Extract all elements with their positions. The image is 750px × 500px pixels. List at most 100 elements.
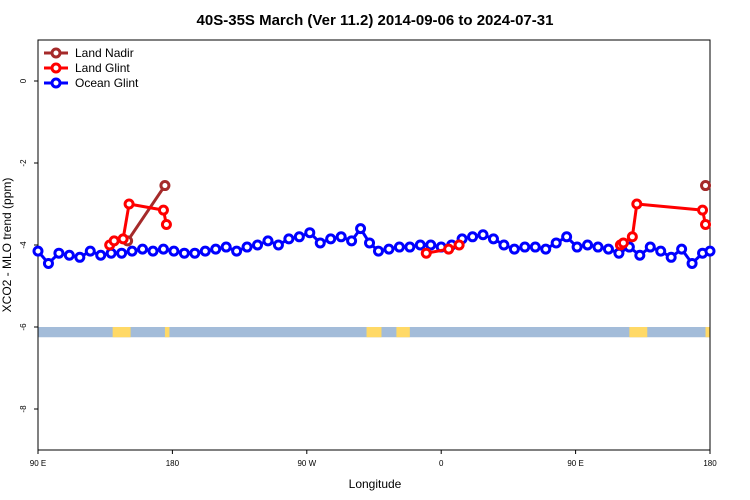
data-point bbox=[634, 249, 646, 261]
data-point bbox=[199, 245, 211, 257]
data-point bbox=[602, 243, 614, 255]
x-tick-label: 0 bbox=[439, 459, 444, 468]
data-point bbox=[241, 241, 253, 253]
data-point bbox=[304, 227, 316, 239]
data-point bbox=[467, 231, 479, 243]
data-point bbox=[116, 247, 128, 259]
y-tick-label: -4 bbox=[19, 241, 28, 249]
data-point bbox=[210, 243, 222, 255]
data-point bbox=[147, 245, 159, 257]
legend-marker bbox=[50, 47, 62, 59]
data-point bbox=[231, 245, 243, 257]
data-point bbox=[561, 231, 573, 243]
data-point bbox=[529, 241, 541, 253]
data-point bbox=[32, 245, 44, 257]
land-patch bbox=[112, 327, 131, 338]
x-tick-label: 90 E bbox=[567, 459, 583, 468]
data-point bbox=[314, 237, 326, 249]
data-point bbox=[84, 245, 96, 257]
land-patch bbox=[366, 327, 382, 338]
data-point bbox=[123, 198, 135, 210]
data-point bbox=[178, 247, 190, 259]
data-point bbox=[272, 239, 284, 251]
data-point bbox=[443, 243, 455, 255]
data-point bbox=[355, 223, 367, 235]
x-tick-label: 90 E bbox=[30, 459, 46, 468]
x-tick-label: 180 bbox=[703, 459, 717, 468]
data-point bbox=[582, 239, 594, 251]
data-point bbox=[220, 241, 232, 253]
data-point bbox=[325, 233, 337, 245]
data-point bbox=[126, 245, 138, 257]
data-point bbox=[617, 237, 629, 249]
series-line-segment bbox=[630, 203, 639, 238]
data-point bbox=[655, 245, 667, 257]
legend-marker bbox=[50, 62, 62, 74]
data-point bbox=[383, 243, 395, 255]
legend-marker bbox=[50, 77, 62, 89]
y-axis-label: XCO2 - MLO trend (ppm) bbox=[0, 178, 14, 313]
data-point bbox=[105, 247, 117, 259]
data-point bbox=[108, 235, 120, 247]
data-point bbox=[508, 243, 520, 255]
data-point bbox=[704, 245, 716, 257]
data-point bbox=[414, 239, 426, 251]
data-point bbox=[453, 239, 465, 251]
land-patch bbox=[396, 327, 410, 338]
land-band bbox=[38, 327, 710, 338]
data-point bbox=[117, 233, 129, 245]
data-point bbox=[95, 249, 107, 261]
data-point bbox=[498, 239, 510, 251]
data-point bbox=[137, 243, 149, 255]
series-line-segment bbox=[128, 202, 164, 212]
data-point bbox=[393, 241, 405, 253]
data-point bbox=[676, 243, 688, 255]
y-tick-label: 0 bbox=[19, 78, 28, 83]
data-point bbox=[700, 219, 712, 230]
data-point bbox=[74, 251, 86, 263]
data-point bbox=[252, 239, 264, 251]
data-point bbox=[487, 233, 499, 245]
series-ocean-glint bbox=[32, 223, 716, 269]
data-point bbox=[160, 219, 172, 230]
data-point bbox=[159, 180, 171, 192]
data-point bbox=[420, 247, 432, 259]
data-point bbox=[644, 241, 656, 253]
x-axis-label: Longitude bbox=[349, 477, 402, 491]
y-tick-label: -2 bbox=[19, 159, 28, 167]
legend-label: Land Glint bbox=[75, 61, 130, 75]
series-line-segment bbox=[126, 184, 167, 242]
data-point bbox=[168, 245, 180, 257]
x-axis: 90 E 180 90 W 0 90 E 180 bbox=[30, 450, 717, 468]
y-tick-label: -8 bbox=[19, 405, 28, 413]
legend-label: Land Nadir bbox=[75, 46, 134, 60]
land-patch bbox=[705, 327, 710, 338]
series-land-nadir bbox=[122, 180, 712, 247]
x-tick-label: 90 W bbox=[297, 459, 316, 468]
data-point bbox=[571, 241, 583, 253]
data-point bbox=[592, 241, 604, 253]
series-line-segment bbox=[636, 202, 703, 212]
series-layer bbox=[32, 180, 716, 269]
data-point bbox=[613, 247, 625, 259]
data-point bbox=[686, 257, 698, 269]
data-point bbox=[262, 235, 274, 247]
data-point bbox=[63, 249, 75, 261]
data-point bbox=[157, 243, 169, 255]
data-point bbox=[364, 237, 376, 249]
data-point bbox=[665, 251, 677, 263]
data-point bbox=[519, 241, 531, 253]
chart-title: 40S-35S March (Ver 11.2) 2014-09-06 to 2… bbox=[197, 12, 554, 29]
data-point bbox=[372, 245, 384, 257]
data-point bbox=[550, 237, 562, 249]
data-point bbox=[540, 243, 552, 255]
y-tick-label: -6 bbox=[19, 323, 28, 331]
series-line-segment bbox=[121, 203, 131, 240]
data-point bbox=[283, 233, 295, 245]
data-point bbox=[626, 231, 638, 243]
data-point bbox=[697, 204, 709, 216]
data-point bbox=[700, 180, 712, 192]
data-point bbox=[425, 239, 437, 251]
data-point bbox=[189, 247, 201, 259]
